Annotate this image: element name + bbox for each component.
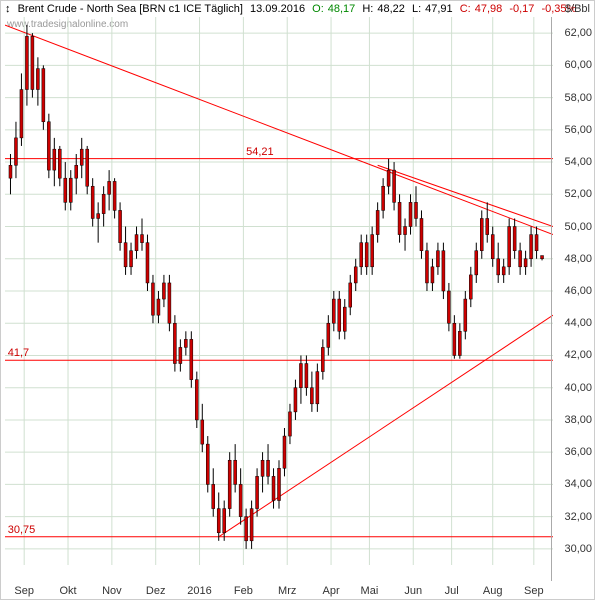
x-tick-label: Feb xyxy=(234,585,253,597)
chart-container: ↕ Brent Crude - North Sea [BRN c1 ICE Tä… xyxy=(0,0,595,600)
y-tick-label: 56,00 xyxy=(564,124,592,136)
low-value: 47,91 xyxy=(425,3,453,15)
plot-area[interactable] xyxy=(5,17,553,581)
close-value: 47,98 xyxy=(475,3,503,15)
y-tick-label: 62,00 xyxy=(564,27,592,39)
chart-svg xyxy=(5,17,553,581)
y-tick-label: 42,00 xyxy=(564,349,592,361)
high-label: H: xyxy=(362,3,373,15)
y-tick-label: 34,00 xyxy=(564,478,592,490)
chart-header: ↕ Brent Crude - North Sea [BRN c1 ICE Tä… xyxy=(5,3,590,15)
y-tick-label: 44,00 xyxy=(564,317,592,329)
open-label: O: xyxy=(312,3,324,15)
y-tick-label: 52,00 xyxy=(564,188,592,200)
close-label: C: xyxy=(460,3,471,15)
change-value: -0,17 xyxy=(509,3,534,15)
y-tick-label: 38,00 xyxy=(564,414,592,426)
x-tick-label: Nov xyxy=(102,585,122,597)
y-tick-label: 40,00 xyxy=(564,382,592,394)
y-tick-label: 32,00 xyxy=(564,511,592,523)
y-tick-label: 50,00 xyxy=(564,221,592,233)
x-tick-label: Sep xyxy=(524,585,544,597)
y-axis-unit: $/Bbl xyxy=(565,3,590,15)
y-tick-label: 46,00 xyxy=(564,285,592,297)
axis-border-right xyxy=(551,17,552,581)
y-tick-label: 30,00 xyxy=(564,543,592,555)
y-tick-label: 60,00 xyxy=(564,59,592,71)
x-tick-label: Mrz xyxy=(278,585,296,597)
low-label: L: xyxy=(412,3,421,15)
x-tick-label: Sep xyxy=(14,585,34,597)
y-tick-label: 54,00 xyxy=(564,156,592,168)
chart-title: Brent Crude - North Sea [BRN c1 ICE Tägl… xyxy=(18,3,243,15)
x-tick-label: Jul xyxy=(445,585,459,597)
y-tick-label: 36,00 xyxy=(564,446,592,458)
price-line-label: 54,21 xyxy=(246,146,274,158)
x-tick-label: 2016 xyxy=(187,585,211,597)
y-tick-label: 58,00 xyxy=(564,92,592,104)
x-tick-label: Jun xyxy=(404,585,422,597)
chart-date: 13.09.2016 xyxy=(250,3,305,15)
price-line-label: 30,75 xyxy=(8,524,36,536)
x-tick-label: Dez xyxy=(146,585,166,597)
x-tick-label: Mai xyxy=(361,585,379,597)
y-tick-label: 48,00 xyxy=(564,253,592,265)
x-tick-label: Okt xyxy=(59,585,76,597)
high-value: 48,22 xyxy=(377,3,405,15)
price-line-label: 41,7 xyxy=(8,347,29,359)
open-value: 48,17 xyxy=(328,3,356,15)
x-tick-label: Apr xyxy=(322,585,339,597)
x-tick-label: Aug xyxy=(483,585,503,597)
ohlc-icon: ↕ xyxy=(5,3,11,15)
